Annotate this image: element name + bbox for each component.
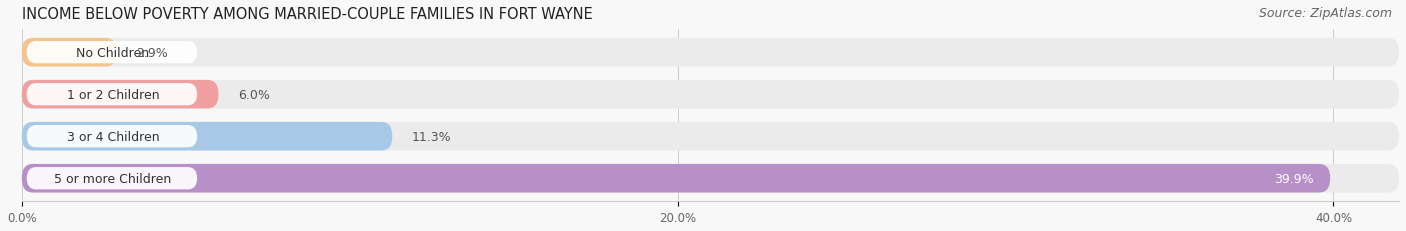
FancyBboxPatch shape <box>21 122 1399 151</box>
Text: 5 or more Children: 5 or more Children <box>55 172 172 185</box>
FancyBboxPatch shape <box>27 42 197 64</box>
FancyBboxPatch shape <box>21 81 218 109</box>
FancyBboxPatch shape <box>21 164 1399 193</box>
Text: INCOME BELOW POVERTY AMONG MARRIED-COUPLE FAMILIES IN FORT WAYNE: INCOME BELOW POVERTY AMONG MARRIED-COUPL… <box>21 7 592 22</box>
FancyBboxPatch shape <box>21 81 1399 109</box>
FancyBboxPatch shape <box>21 164 1330 193</box>
Text: 1 or 2 Children: 1 or 2 Children <box>66 88 159 101</box>
Text: 39.9%: 39.9% <box>1274 172 1313 185</box>
FancyBboxPatch shape <box>21 122 392 151</box>
FancyBboxPatch shape <box>21 39 117 67</box>
FancyBboxPatch shape <box>27 167 197 190</box>
FancyBboxPatch shape <box>27 84 197 106</box>
FancyBboxPatch shape <box>27 125 197 148</box>
Text: Source: ZipAtlas.com: Source: ZipAtlas.com <box>1258 7 1392 20</box>
Text: 3 or 4 Children: 3 or 4 Children <box>66 130 159 143</box>
Text: 6.0%: 6.0% <box>238 88 270 101</box>
Text: 2.9%: 2.9% <box>136 46 169 59</box>
Text: 11.3%: 11.3% <box>412 130 451 143</box>
Text: No Children: No Children <box>76 46 149 59</box>
FancyBboxPatch shape <box>21 39 1399 67</box>
